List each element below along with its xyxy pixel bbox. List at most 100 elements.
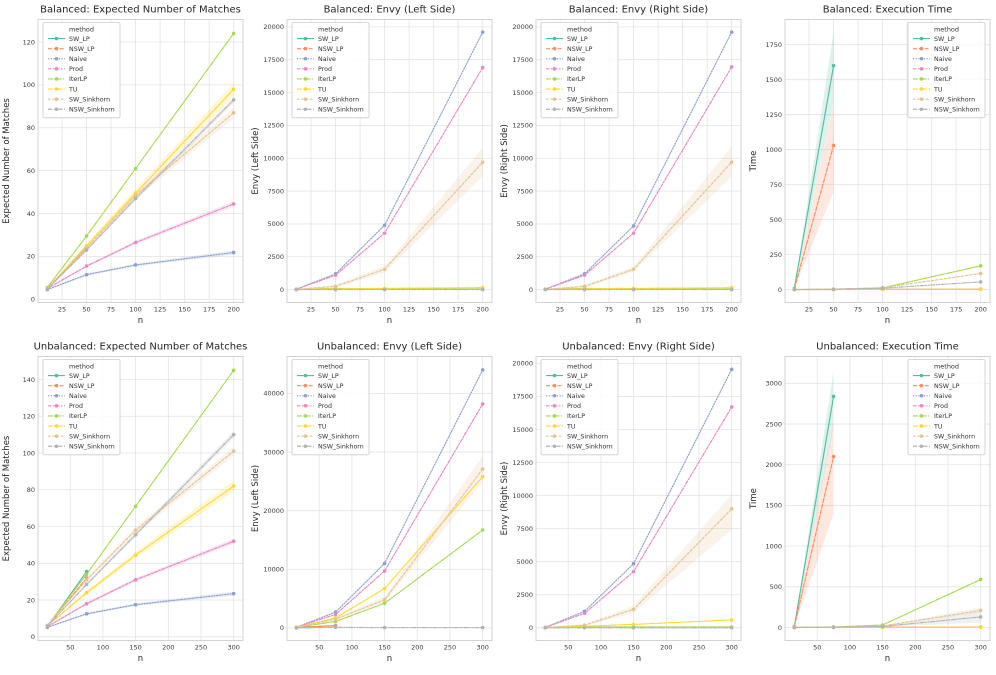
x-tick-label: 50 [813, 644, 821, 652]
legend-label-SW_LP: SW_LP [567, 36, 588, 43]
y-tick-label: 12500 [512, 122, 533, 130]
marker-NSW_LP [831, 143, 836, 148]
y-tick-label: 5000 [516, 558, 533, 566]
legend-marker-IterLP [54, 77, 59, 81]
legend-marker-SW_LP [552, 373, 557, 378]
marker-Naive [631, 224, 636, 228]
x-tick-label: 175 [452, 306, 464, 314]
series-line-Naive [295, 369, 484, 628]
series-line-Naive [544, 31, 733, 290]
legend-label-NSW_Sinkhorn: NSW_Sinkhorn [69, 106, 115, 113]
legend-label-Naive: Naive [934, 56, 952, 63]
series-line-SW_Sinkhorn [46, 112, 235, 290]
legend-marker-Naive [552, 393, 557, 398]
series-line-TU [46, 88, 235, 290]
band-NSW_LP [794, 103, 834, 289]
marker-Prod [480, 65, 485, 70]
legend-label-Naive: Naive [567, 393, 585, 400]
y-tick-label: 7500 [267, 187, 284, 195]
marker-NSW_Sinkhorn [729, 287, 734, 292]
x-tick-label: 300 [476, 644, 488, 652]
x-tick-label: 100 [378, 306, 390, 314]
chart-svg: 25 50 75 100 125 150 175 200 0 250 500 750 1000 1250 1… [749, 5, 991, 326]
series-line-NSW_Sinkhorn [793, 616, 982, 628]
y-tick-label: 500 [770, 216, 782, 224]
legend-label-TU: TU [68, 423, 78, 430]
marker-NSW_Sinkhorn [978, 615, 983, 619]
marker-Prod [382, 231, 387, 235]
marker-NSW_Sinkhorn [978, 280, 983, 284]
marker-NSW_Sinkhorn [880, 624, 885, 629]
marker-Prod [333, 273, 338, 277]
marker-NSW_Sinkhorn [543, 287, 548, 292]
y-tick-label: 17500 [263, 56, 284, 64]
marker-TU [729, 618, 734, 622]
legend-marker-IterLP [54, 414, 59, 418]
marker-SW_Sinkhorn [978, 271, 983, 276]
x-axis-label: n [387, 654, 392, 664]
chart-title: Balanced: Envy (Left Side) [324, 5, 456, 16]
marker-Naive [729, 30, 734, 34]
marker-IterLP [978, 577, 983, 582]
series-line-NSW_Sinkhorn [295, 626, 484, 629]
legend-label-IterLP: IterLP [318, 76, 336, 83]
y-axis-label: Envy (Right Side) [500, 124, 510, 198]
panel-balanced-envy-left: 25 50 75 100 125 150 175 200 0 2500 5000 7500 10000 1… [249, 0, 498, 337]
legend-title: method [934, 26, 959, 34]
legend-label-SW_Sinkhorn: SW_Sinkhorn [69, 433, 110, 440]
legend-marker-TU [919, 424, 924, 428]
marker-Prod [582, 273, 587, 277]
y-tick-label: 1750 [765, 41, 782, 49]
marker-Prod [582, 611, 587, 616]
marker-NSW_Sinkhorn [294, 626, 299, 630]
x-tick-label: 25 [58, 306, 66, 314]
legend-label-NSW_LP: NSW_LP [567, 46, 593, 53]
x-tick-label: 25 [556, 306, 564, 314]
y-tick-label: 7500 [516, 525, 533, 533]
marker-IterLP [84, 572, 89, 577]
marker-Naive [84, 612, 89, 616]
x-tick-label: 50 [829, 306, 837, 314]
chart-title: Unbalanced: Execution Time [816, 342, 959, 353]
x-tick-label: 200 [227, 306, 239, 314]
marker-SW_Sinkhorn [729, 160, 734, 164]
marker-NSW_Sinkhorn [480, 625, 485, 630]
legend-marker-SW_Sinkhorn [552, 434, 557, 438]
legend-marker-Naive [919, 393, 924, 398]
series-line-NSW_Sinkhorn [46, 99, 235, 290]
marker-Prod [84, 264, 89, 268]
y-tick-label: 10000 [512, 492, 533, 500]
legend-marker-SW_Sinkhorn [54, 434, 59, 438]
legend-label-NSW_Sinkhorn: NSW_Sinkhorn [567, 443, 613, 450]
legend-marker-SW_LP [552, 36, 557, 41]
y-axis-label: Envy (Right Side) [500, 462, 510, 536]
series-line-SW_LP [793, 395, 835, 628]
legend-label-TU: TU [68, 86, 78, 93]
legend-marker-IterLP [919, 77, 924, 81]
y-tick-label: 2000 [765, 461, 782, 469]
marker-SW_Sinkhorn [480, 467, 485, 471]
y-tick-label: 500 [770, 583, 782, 591]
panel-unbalanced-envy-left: 50 100 150 200 250 300 0 10000 20000 30000 40000 Un… [249, 337, 498, 675]
y-tick-label: 15000 [263, 89, 284, 97]
x-tick-label: 150 [129, 644, 141, 652]
y-tick-label: 60 [27, 167, 35, 175]
x-axis-label: n [636, 654, 641, 664]
marker-NSW_Sinkhorn [231, 432, 236, 437]
marker-SW_Sinkhorn [333, 284, 338, 289]
series-line-Naive [46, 251, 235, 291]
x-tick-label: 300 [974, 644, 986, 652]
x-tick-label: 125 [652, 306, 664, 314]
y-tick-label: 120 [23, 38, 35, 46]
chart-svg: 25 50 75 100 125 150 175 200 0 2500 5000 7500 10000 1… [251, 5, 493, 326]
legend-marker-SW_LP [303, 373, 308, 378]
panel-unbalanced-expected-matches: 50 100 150 200 250 300 0 20 40 60 80 100 120 140 Unbal… [0, 337, 249, 675]
band-SW_Sinkhorn [545, 494, 732, 628]
legend-label-TU: TU [566, 423, 576, 430]
legend-title: method [69, 26, 94, 34]
y-tick-label: 10000 [512, 155, 533, 163]
marker-Prod [480, 402, 485, 406]
y-tick-label: 0 [31, 296, 35, 304]
marker-Naive [480, 30, 485, 34]
marker-NSW_Sinkhorn [45, 287, 50, 291]
